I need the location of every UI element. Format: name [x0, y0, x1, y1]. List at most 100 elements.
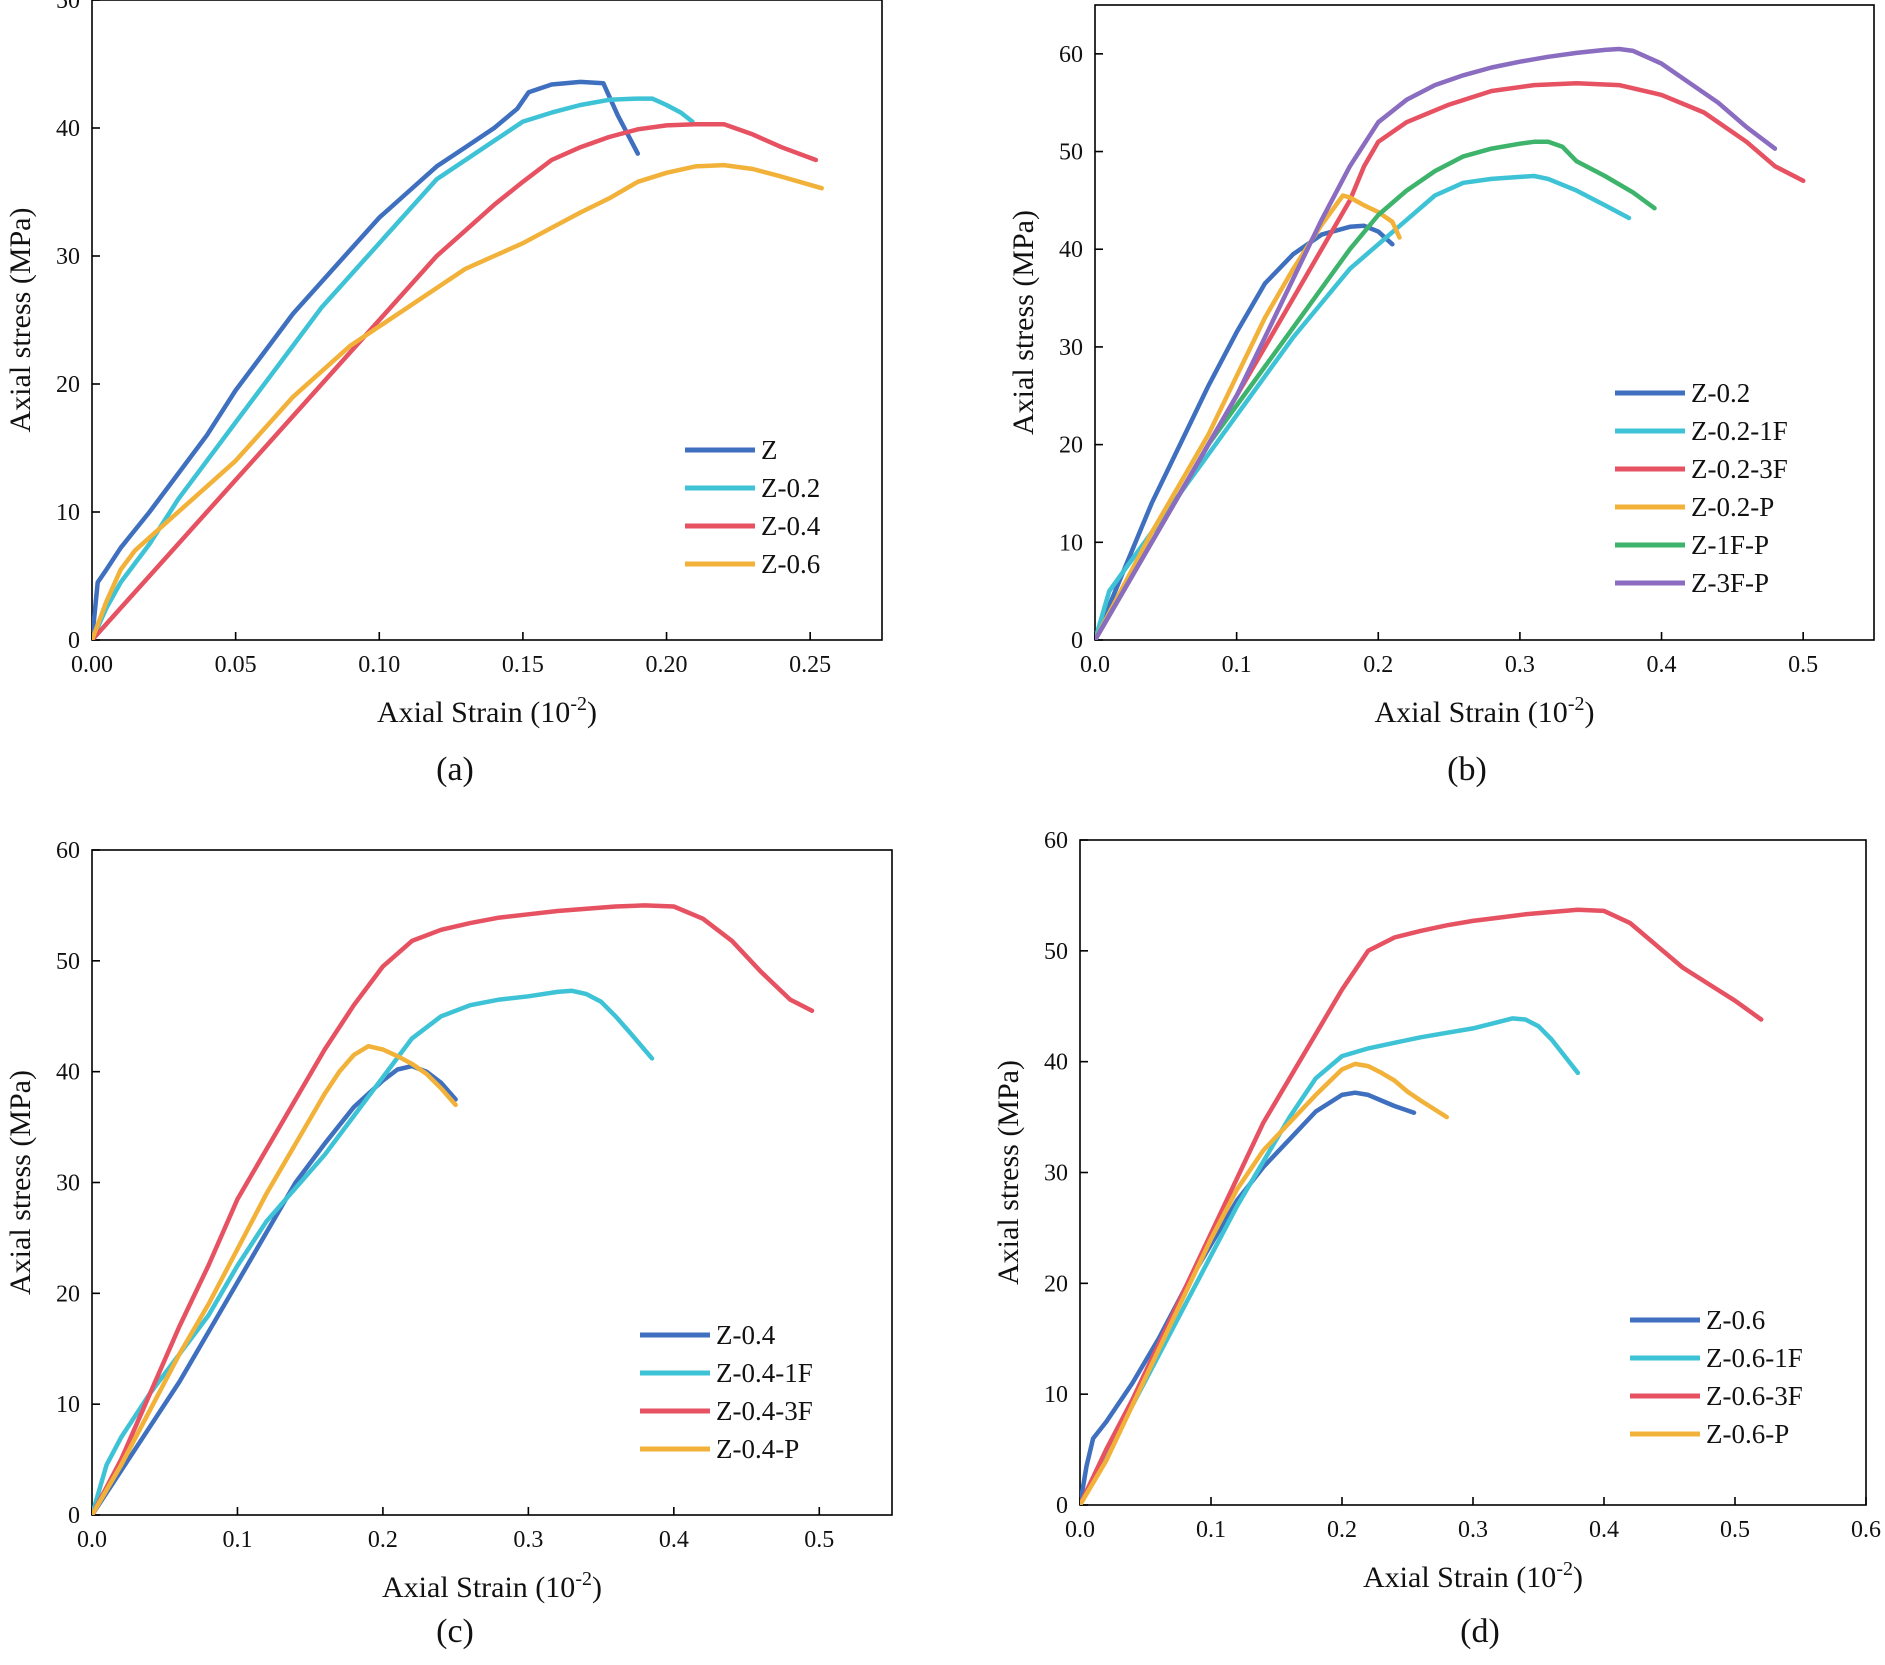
x-tick-label: 0.4 — [659, 1527, 689, 1553]
x-axis-title: Axial Strain (10-2) — [1363, 1558, 1583, 1594]
y-tick-label: 20 — [1059, 433, 1083, 459]
legend-label: Z-0.4-1F — [716, 1358, 813, 1388]
x-tick-label: 0.15 — [502, 652, 544, 678]
y-tick-label: 40 — [56, 116, 80, 142]
x-tick-label: 0.2 — [368, 1527, 398, 1553]
y-tick-label: 0 — [68, 1503, 80, 1529]
y-tick-label: 50 — [1059, 140, 1083, 166]
series-line-Z-0.4 — [92, 121, 819, 640]
y-tick-label: 30 — [56, 1171, 80, 1197]
series-line-Z-0.2 — [1095, 223, 1395, 640]
series-line-Z-3F-P — [1095, 46, 1778, 640]
x-tick-label: 0.5 — [804, 1527, 834, 1553]
series-line-Z-0.2-P — [1095, 193, 1402, 640]
series-line-Z — [92, 79, 641, 640]
series-line-Z-0.6-1F — [1080, 1016, 1581, 1505]
series-line-Z-0.2-1F — [1095, 173, 1632, 640]
chart-panel-c: 0.0 0.1 0.2 0.3 0.4 0.5 0 10 20 30 40 50 60 Axial Str… — [4, 838, 893, 1650]
series-line-Z-0.4-1F — [92, 988, 655, 1515]
legend-label: Z-0.6-1F — [1706, 1343, 1803, 1373]
x-axis-title: Axial Strain (10-2) — [377, 693, 597, 729]
x-tick-label: 0.1 — [1222, 652, 1252, 678]
series-line-Z-1F-P — [1095, 139, 1657, 640]
legend-label: Z-0.4 — [761, 511, 821, 541]
x-tick-label: 0.2 — [1363, 652, 1393, 678]
chart-panel-d: 0.0 0.1 0.2 0.3 0.4 0.5 0.6 0 10 20 30 40 50 60 Axial … — [992, 828, 1881, 1650]
chart-panel-a: 0.00 0.05 0.10 0.15 0.20 0.25 0 10 20 30 40 50 Axial… — [4, 0, 883, 788]
x-tick-label: 0.4 — [1589, 1517, 1619, 1543]
legend-label: Z-0.6 — [1706, 1305, 1765, 1335]
legend-label: Z-1F-P — [1691, 530, 1769, 560]
legend-label: Z-0.2 — [1691, 378, 1750, 408]
x-tick-label: 0.1 — [222, 1527, 252, 1553]
plot-frame — [1094, 4, 1875, 641]
y-tick-label: 50 — [56, 0, 80, 14]
legend-label: Z-0.6-P — [1706, 1419, 1789, 1449]
y-tick-label: 0 — [1071, 628, 1083, 654]
x-tick-label: 0.3 — [1505, 652, 1535, 678]
y-tick-label: 60 — [1059, 42, 1083, 68]
y-tick-label: 60 — [56, 838, 80, 864]
legend-label: Z-0.4 — [716, 1320, 776, 1350]
x-tick-label: 0.6 — [1851, 1517, 1881, 1543]
series-line-Z-0.6-P — [1080, 1061, 1450, 1505]
x-tick-label: 0.3 — [513, 1527, 543, 1553]
legend-label: Z-0.4-P — [716, 1434, 799, 1464]
y-tick-label: 0 — [68, 628, 80, 654]
y-tick-label: 60 — [1044, 828, 1068, 854]
x-tick-label: 0.5 — [1720, 1517, 1750, 1543]
y-tick-label: 40 — [56, 1060, 80, 1086]
x-tick-label: 0.20 — [646, 652, 688, 678]
panel-label: (b) — [1447, 751, 1487, 788]
y-tick-label: 30 — [56, 244, 80, 270]
series-line-Z-0.4-P — [92, 1043, 458, 1515]
series-line-Z-0.4-3F — [92, 903, 815, 1515]
legend-label: Z-0.4-3F — [716, 1396, 813, 1426]
legend-label: Z-0.2-P — [1691, 492, 1774, 522]
x-tick-label: 0.4 — [1647, 652, 1677, 678]
series-line-Z-0.2 — [92, 96, 695, 640]
legend-label: Z-3F-P — [1691, 568, 1769, 598]
y-tick-label: 40 — [1044, 1050, 1068, 1076]
x-tick-label: 0.1 — [1196, 1517, 1226, 1543]
y-tick-label: 30 — [1059, 335, 1083, 361]
x-tick-label: 0.05 — [215, 652, 257, 678]
x-tick-label: 0.25 — [789, 652, 831, 678]
x-tick-label: 0.0 — [77, 1527, 107, 1553]
panel-label: (d) — [1460, 1613, 1500, 1650]
y-axis-title: Axial stress (MPa) — [4, 208, 37, 433]
legend-label: Z — [761, 435, 778, 465]
series-line-Z-0.6-3F — [1080, 907, 1764, 1505]
legend-label: Z-0.2-3F — [1691, 454, 1788, 484]
y-tick-label: 50 — [56, 949, 80, 975]
x-tick-label: 0.3 — [1458, 1517, 1488, 1543]
y-tick-label: 20 — [56, 372, 80, 398]
legend-label: Z-0.2 — [761, 473, 820, 503]
x-axis-title: Axial Strain (10-2) — [1375, 693, 1595, 729]
y-tick-label: 10 — [1044, 1382, 1068, 1408]
y-axis-title: Axial stress (MPa) — [4, 1070, 37, 1295]
y-tick-label: 40 — [1059, 237, 1083, 263]
x-tick-label: 0.00 — [71, 652, 113, 678]
panel-label: (a) — [436, 751, 474, 788]
y-tick-label: 20 — [1044, 1271, 1068, 1297]
y-tick-label: 20 — [56, 1281, 80, 1307]
y-tick-label: 30 — [1044, 1161, 1068, 1187]
y-tick-label: 10 — [1059, 530, 1083, 556]
series-line-Z-0.6 — [92, 162, 824, 640]
y-tick-label: 10 — [56, 1392, 80, 1418]
x-tick-label: 0.0 — [1065, 1517, 1095, 1543]
legend-label: Z-0.6 — [761, 549, 820, 579]
panel-label: (c) — [436, 1613, 474, 1650]
y-axis-title: Axial stress (MPa) — [1007, 210, 1040, 435]
plot-frame — [91, 0, 883, 641]
chart-panel-b: 0.0 0.1 0.2 0.3 0.4 0.5 0 10 20 30 40 50 60 Axial Str… — [1007, 4, 1875, 788]
x-tick-label: 0.2 — [1327, 1517, 1357, 1543]
x-tick-label: 0.10 — [358, 652, 400, 678]
y-tick-label: 10 — [56, 500, 80, 526]
legend-label: Z-0.6-3F — [1706, 1381, 1803, 1411]
y-tick-label: 0 — [1056, 1493, 1068, 1519]
y-axis-title: Axial stress (MPa) — [992, 1060, 1025, 1285]
legend-label: Z-0.2-1F — [1691, 416, 1788, 446]
